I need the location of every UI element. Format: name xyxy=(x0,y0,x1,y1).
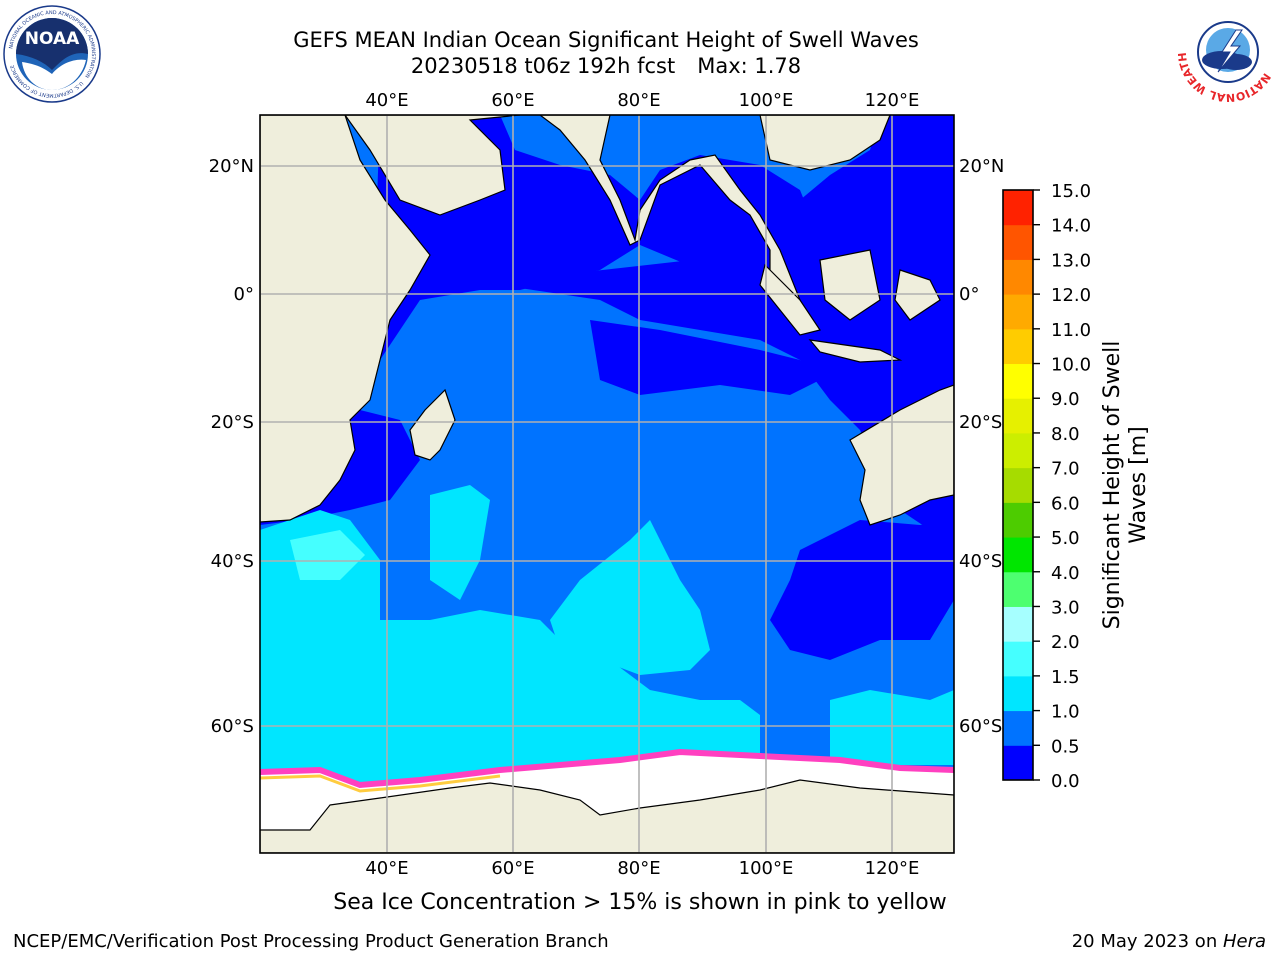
low-swell-region-southeast xyxy=(770,520,954,660)
colorbar-cell-5 xyxy=(1003,571,1033,607)
moderate-swell-patch-west xyxy=(430,485,490,600)
sea-ice-edge-yellow xyxy=(260,774,501,793)
low-swell-band xyxy=(590,320,820,395)
colorbar-ticks: 0.0 0.5 1.0 1.5 2.0 3.0 4.0 5.0 6.0 7.0 8.0 9.0 10.0… xyxy=(1033,181,1091,792)
lat-tick-right-0: 20°N xyxy=(959,156,1004,177)
lat-tick-left-4: 60°S xyxy=(211,716,254,737)
colorbar-label-line1: Significant Height of Swell xyxy=(1100,341,1125,630)
madagascar-land xyxy=(409,388,456,461)
lat-tick-left-2: 20°S xyxy=(211,412,254,433)
moderate-swell-patch-central xyxy=(550,520,710,675)
colorbar-tick-label-2: 1.0 xyxy=(1051,702,1080,723)
footer-host: Hera xyxy=(1222,931,1266,952)
lon-tick-top-1: 60°E xyxy=(491,90,534,111)
colorbar-cell-0 xyxy=(1003,745,1033,781)
max-value-label: Max: 1.78 xyxy=(697,54,802,78)
lat-tick-right-1: 0° xyxy=(959,284,979,305)
map-gridlines xyxy=(260,115,954,853)
colorbar-cell-2 xyxy=(1003,675,1033,712)
lat-tick-right-3: 40°S xyxy=(959,551,1002,572)
low-swell-region-east xyxy=(380,115,954,530)
colorbar-tick-label-3: 1.5 xyxy=(1051,667,1080,688)
sulawesi-land xyxy=(894,269,941,321)
noaa-wordmark: NOAA xyxy=(25,29,80,49)
lon-tick-top-2: 80°E xyxy=(617,90,660,111)
sumatra-land xyxy=(759,263,821,336)
lat-tick-right-4: 60°S xyxy=(959,716,1002,737)
colorbar-tick-label-7: 5.0 xyxy=(1051,528,1080,549)
colorbar-tick-label-13: 11.0 xyxy=(1051,320,1091,341)
noaa-logo: NOAA NATIONAL OCEANIC AND ATMOSPHERIC AD… xyxy=(3,5,101,103)
colorbar-tick-label-1: 0.5 xyxy=(1051,736,1080,757)
colorbar-tick-label-12: 10.0 xyxy=(1051,355,1091,376)
colorbar-cell-9 xyxy=(1003,432,1033,469)
colorbar-cell-3 xyxy=(1003,641,1033,677)
java-land xyxy=(808,339,903,363)
lon-tick-bottom-1: 60°E xyxy=(491,858,534,879)
colorbar-cell-8 xyxy=(1003,467,1033,503)
lon-tick-top-0: 40°E xyxy=(365,90,408,111)
antarctica-land xyxy=(260,779,954,853)
forecast-run-label: 20230518 t06z 192h fcst xyxy=(410,54,676,78)
colorbar-cell-1 xyxy=(1003,710,1033,746)
colorbar-tick-label-16: 14.0 xyxy=(1051,216,1091,237)
colorbar-cell-11 xyxy=(1003,363,1033,399)
colorbar-tick-label-15: 13.0 xyxy=(1051,250,1091,271)
lat-tick-left-0: 20°N xyxy=(209,156,254,177)
lon-tick-top-4: 120°E xyxy=(865,90,920,111)
higher-swell-patch xyxy=(290,530,365,580)
colorbar-cell-7 xyxy=(1003,502,1033,538)
map-area xyxy=(260,115,954,853)
colorbar-frame xyxy=(1002,189,1034,781)
colorbar-tick-label-6: 4.0 xyxy=(1051,563,1080,584)
lon-tick-top-3: 100°E xyxy=(739,90,794,111)
colorbar-tick-label-4: 2.0 xyxy=(1051,632,1080,653)
footer-date: 20 May 2023 on Hera xyxy=(1072,931,1266,952)
colorbar-cell-13 xyxy=(1003,294,1033,330)
colorbar-tick-label-9: 7.0 xyxy=(1051,459,1080,480)
colorbar-cell-14 xyxy=(1003,259,1033,295)
lon-tick-bottom-3: 100°E xyxy=(739,858,794,879)
nws-logo: NATIONAL WEATHER SERVICE xyxy=(1178,2,1276,102)
australia-land xyxy=(849,384,954,526)
colorbar-tick-label-11: 9.0 xyxy=(1051,389,1080,410)
colorbar-cell-12 xyxy=(1003,328,1033,365)
colorbar-tick-label-5: 3.0 xyxy=(1051,597,1080,618)
colorbar-cell-10 xyxy=(1003,398,1033,434)
chart-title: GEFS MEAN Indian Ocean Significant Heigh… xyxy=(293,28,919,52)
colorbar-cell-4 xyxy=(1003,606,1033,642)
colorbar-tick-label-0: 0.0 xyxy=(1051,771,1080,792)
footer-branch: NCEP/EMC/Verification Post Processing Pr… xyxy=(13,931,609,952)
colorbar-cell-15 xyxy=(1003,224,1033,260)
colorbar-tick-label-8: 6.0 xyxy=(1051,493,1080,514)
colorbar-tick-label-14: 12.0 xyxy=(1051,285,1091,306)
lat-tick-right-2: 20°S xyxy=(959,412,1002,433)
colorbar xyxy=(1003,190,1033,781)
lon-tick-bottom-4: 120°E xyxy=(865,858,920,879)
sea-ice-edge xyxy=(260,748,954,789)
map-frame xyxy=(259,114,955,854)
lon-tick-bottom-0: 40°E xyxy=(365,858,408,879)
lat-tick-left-1: 0° xyxy=(234,284,254,305)
colorbar-cell-16 xyxy=(1003,190,1033,226)
footer-date-text: 20 May 2023 on xyxy=(1071,931,1223,952)
chart-subtitle: 20230518 t06z 192h fcst Max: 1.78 xyxy=(0,53,1212,79)
china-land xyxy=(759,115,891,171)
lat-tick-left-3: 40°S xyxy=(211,551,254,572)
arabian-peninsula xyxy=(260,115,521,216)
colorbar-label-line2: Waves [m] xyxy=(1126,426,1151,543)
colorbar-tick-label-17: 15.0 xyxy=(1051,181,1091,202)
lon-tick-bottom-2: 80°E xyxy=(617,858,660,879)
colorbar-tick-label-10: 8.0 xyxy=(1051,424,1080,445)
moderate-swell-region-south xyxy=(260,510,760,785)
sea-ice-note: Sea Ice Concentration > 15% is shown in … xyxy=(333,890,947,915)
colorbar-cell-6 xyxy=(1003,537,1033,573)
